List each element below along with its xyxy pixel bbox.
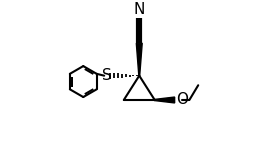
Polygon shape [136,43,142,76]
Text: N: N [134,2,145,17]
Text: S: S [102,68,111,83]
Polygon shape [155,97,175,103]
Text: O: O [176,92,188,108]
